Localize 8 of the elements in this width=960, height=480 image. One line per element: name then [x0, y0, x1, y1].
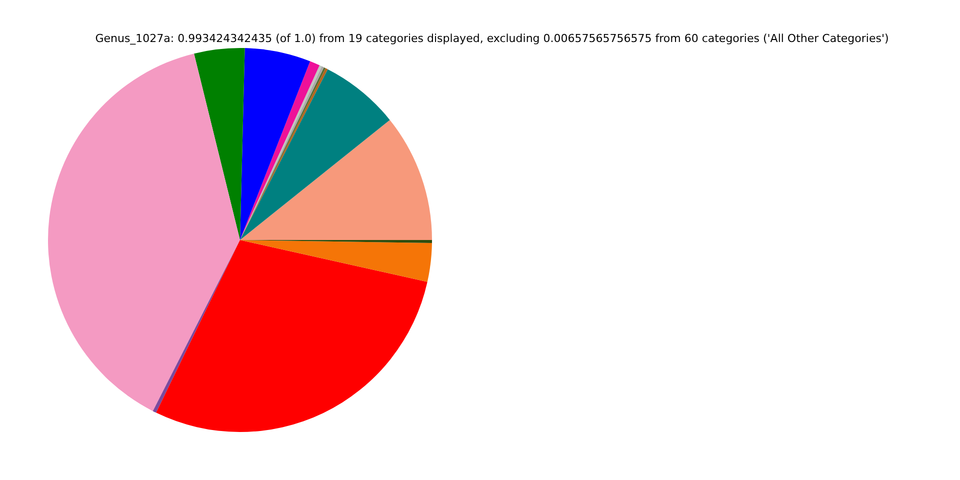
pie-slice [194, 48, 245, 240]
pie-slice [240, 69, 390, 240]
pie-slice [48, 54, 240, 412]
pie-slice [156, 240, 428, 432]
pie-slice [240, 240, 432, 282]
pie-slice [240, 48, 310, 240]
text: Genus_1027a: 0.993424342435 (of 1.0) from 19 categories displayed, excluding 0.00657565756575 from 60 categories ('All Other Categories') [94, 32, 890, 46]
pie-slice [240, 120, 432, 240]
